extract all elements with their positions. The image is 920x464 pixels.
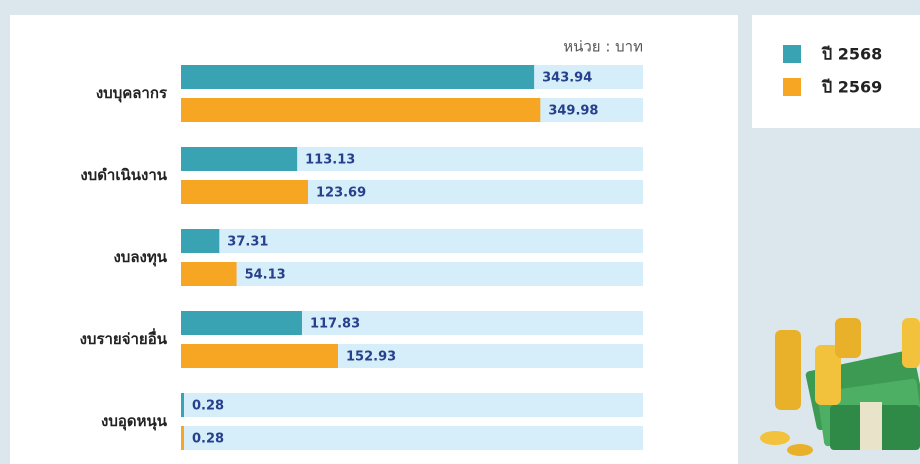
bar (181, 262, 237, 286)
category-label: งบดำเนินงาน (80, 166, 167, 184)
bar (181, 393, 184, 417)
legend-swatch (783, 45, 801, 63)
value-label: 349.98 (548, 104, 598, 119)
legend-label: ปี 2569 (821, 78, 883, 97)
category-label: งบอุดหนุน (101, 412, 168, 431)
legend-panel (752, 15, 920, 128)
value-label: 152.93 (346, 350, 396, 365)
value-label: 0.28 (192, 399, 224, 414)
money-illustration (760, 318, 920, 456)
value-label: 343.94 (542, 71, 592, 86)
unit-label: หน่วย : บาท (563, 38, 643, 56)
category-label: งบรายจ่ายอื่น (80, 328, 168, 348)
bar-track (181, 426, 643, 450)
value-label: 117.83 (310, 317, 360, 332)
value-label: 0.28 (192, 432, 224, 447)
bar (181, 426, 184, 450)
value-label: 37.31 (227, 235, 268, 250)
value-label: 123.69 (316, 186, 366, 201)
category-label: งบลงทุน (113, 248, 167, 267)
bar (181, 147, 298, 171)
bar-track (181, 393, 643, 417)
legend-swatch (783, 78, 801, 96)
bar-track (181, 229, 643, 253)
bar (181, 311, 302, 335)
legend-label: ปี 2568 (821, 45, 883, 64)
bar (181, 344, 339, 368)
bar (181, 180, 308, 204)
bar (181, 229, 220, 253)
bar (181, 98, 541, 122)
bar-track (181, 262, 643, 286)
category-label: งบบุคลากร (96, 84, 168, 103)
value-label: 54.13 (245, 268, 286, 283)
bar (181, 65, 535, 89)
value-label: 113.13 (305, 153, 355, 168)
